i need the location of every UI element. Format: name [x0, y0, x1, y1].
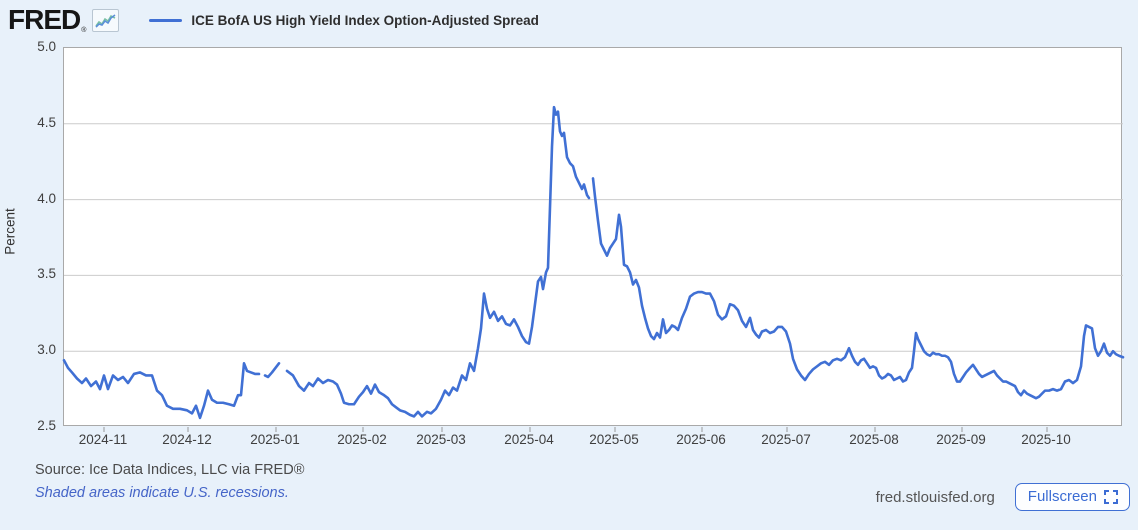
fred-logo: FRED: [8, 4, 81, 35]
fullscreen-button[interactable]: Fullscreen: [1014, 483, 1130, 511]
chart-header: FRED ® ICE BofA US High Yield Index Opti…: [8, 4, 539, 36]
y-tick-label: 3.5: [37, 266, 56, 282]
data-line: [285, 105, 591, 418]
fred-logo-registered-mark: ®: [81, 27, 87, 34]
x-tick-label: 2025-02: [337, 432, 387, 447]
x-tick-label: 2025-09: [936, 432, 986, 447]
legend-line-swatch: [149, 18, 183, 22]
x-tick-label: 2025-08: [849, 432, 899, 447]
footer-right: fred.stlouisfed.org Fullscreen: [876, 483, 1130, 511]
x-tick-label: 2025-10: [1021, 432, 1071, 447]
x-tick-label: 2025-01: [250, 432, 300, 447]
x-tick-label: 2025-03: [416, 432, 466, 447]
y-tick-label: 4.5: [37, 114, 56, 130]
expand-icon: [1104, 489, 1118, 504]
data-line: [62, 358, 261, 420]
chart-canvas: [62, 105, 1125, 432]
data-line: [591, 177, 1125, 400]
x-tick-label: 2025-04: [504, 432, 554, 447]
legend: ICE BofA US High Yield Index Option-Adju…: [149, 13, 539, 28]
legend-label: ICE BofA US High Yield Index Option-Adju…: [191, 12, 539, 28]
x-tick-label: 2024-11: [78, 432, 128, 447]
x-tick-label: 2024-12: [162, 432, 212, 447]
fred-domain-text: fred.stlouisfed.org: [875, 488, 995, 506]
plot-area[interactable]: [62, 47, 1125, 432]
x-tick-label: 2025-05: [589, 432, 639, 447]
recession-note: Shaded areas indicate U.S. recessions.: [35, 485, 289, 501]
fullscreen-button-label: Fullscreen: [1027, 488, 1097, 505]
x-tick-label: 2025-07: [761, 432, 811, 447]
data-line: [263, 362, 281, 379]
x-tick-label: 2025-06: [676, 432, 726, 447]
fred-sparkline-icon: [92, 8, 120, 32]
y-tick-label: 2.5: [37, 418, 56, 433]
y-tick-label: 3.0: [37, 342, 56, 358]
y-tick-label: 4.0: [37, 190, 56, 206]
source-attribution: Source: Ice Data Indices, LLC via FRED®: [35, 462, 305, 478]
y-tick-label: 5.0: [37, 39, 56, 54]
